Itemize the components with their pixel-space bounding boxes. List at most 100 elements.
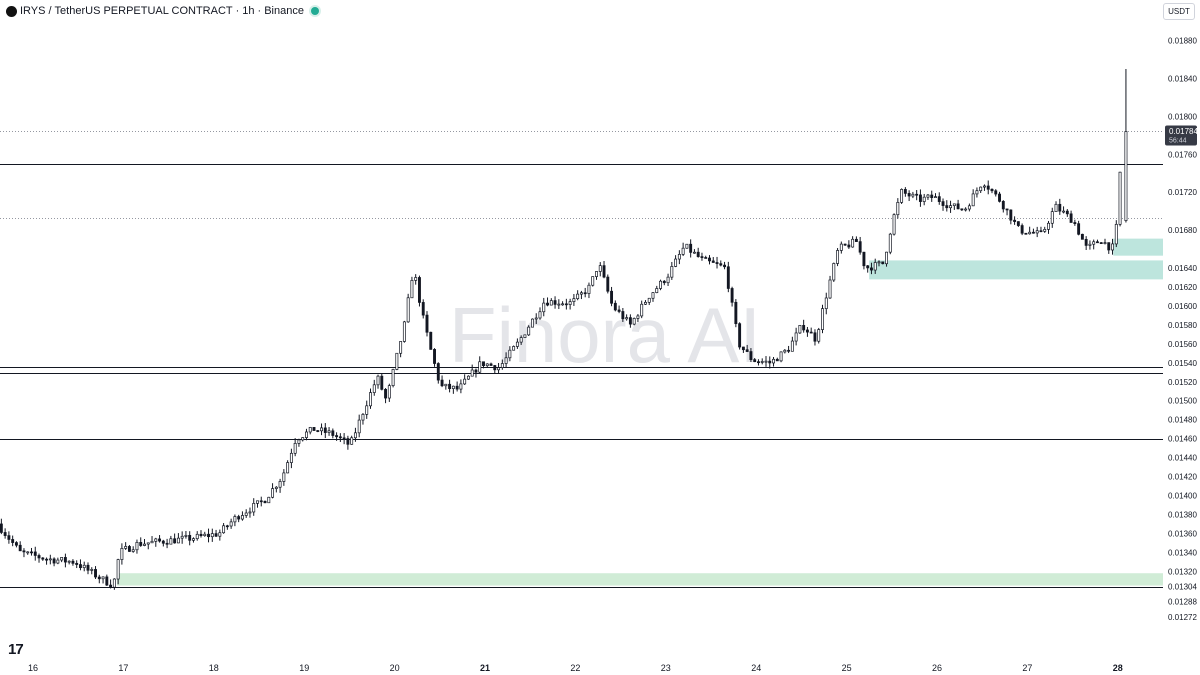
candle-body <box>22 550 26 553</box>
candle-body <box>1020 225 1024 234</box>
candle-body <box>952 203 956 206</box>
candle-body <box>677 254 681 260</box>
candle-body <box>504 357 508 364</box>
candle-body <box>120 548 124 560</box>
candle-body <box>184 534 188 537</box>
candle-body <box>757 361 760 364</box>
candle-body <box>1065 210 1069 215</box>
candle-body <box>474 369 478 373</box>
candle-body <box>361 414 365 421</box>
candle-body <box>94 569 97 578</box>
price-tick-label: 0.01272 <box>1168 613 1197 622</box>
candle-body <box>1069 213 1073 223</box>
candle-body <box>866 265 870 269</box>
candle-body <box>711 260 715 263</box>
candle-body <box>1096 241 1099 244</box>
candle-body <box>229 521 233 527</box>
price-tick-label: 0.01620 <box>1168 283 1197 292</box>
candle-body <box>433 349 436 364</box>
zone-rect <box>117 573 1163 586</box>
candle-body <box>655 288 659 293</box>
candle-body <box>768 360 772 364</box>
candle-body <box>821 308 824 330</box>
price-tick-label: 0.01500 <box>1168 397 1197 406</box>
candle-body <box>316 430 320 432</box>
candle-body <box>787 349 791 352</box>
candle-body <box>617 309 621 312</box>
interval: 1h <box>242 5 255 17</box>
tradingview-logo-icon[interactable]: 17 <box>8 641 24 658</box>
date-tick-label: 27 <box>1022 663 1032 673</box>
candle-body <box>150 540 154 544</box>
candle-body <box>267 496 271 504</box>
candle-body <box>1103 242 1107 244</box>
date-tick-label: 25 <box>842 663 852 673</box>
candle-body <box>610 290 614 304</box>
candle-body <box>809 331 813 334</box>
candle-body <box>26 551 30 554</box>
candle-body <box>628 317 632 325</box>
candle-body <box>764 360 768 363</box>
candle-body <box>983 185 986 188</box>
candle-body <box>659 280 662 289</box>
candle-body <box>323 427 327 433</box>
candle-body <box>165 542 169 545</box>
candle-body <box>1107 242 1111 251</box>
candle-body <box>105 576 109 586</box>
candle-layer <box>0 68 1128 590</box>
candle-body <box>1024 232 1028 235</box>
candle-body <box>681 247 685 255</box>
candle-body <box>824 297 828 309</box>
candle-body <box>689 243 693 253</box>
candle-body <box>964 208 968 211</box>
candle-body <box>956 203 960 210</box>
price-tick-label: 0.01720 <box>1168 188 1197 197</box>
currency-button[interactable]: USDT <box>1163 3 1195 20</box>
price-tick-label: 0.01760 <box>1168 150 1197 159</box>
candle-body <box>135 542 139 551</box>
candle-body <box>37 555 41 559</box>
candle-body <box>719 263 723 266</box>
symbol-header[interactable]: IRYS / TetherUS PERPETUAL CONTRACT · 1h … <box>6 4 319 18</box>
candle-body <box>538 311 542 319</box>
candle-body <box>907 193 911 197</box>
candle-body <box>350 437 354 445</box>
candle-body <box>52 558 56 564</box>
candle-body <box>161 540 165 544</box>
candle-body <box>176 537 180 544</box>
candle-body <box>1016 221 1020 226</box>
candle-body <box>647 297 651 303</box>
candle-body <box>576 293 580 299</box>
candle-body <box>915 193 919 196</box>
date-tick-label: 19 <box>299 663 309 673</box>
candle-body <box>312 427 316 431</box>
coin-icon <box>6 5 17 17</box>
candle-body <box>425 314 429 333</box>
candle-body <box>286 462 290 474</box>
price-tick-label: 0.01380 <box>1168 510 1197 519</box>
candle-body <box>466 375 470 380</box>
candle-body <box>1035 230 1039 234</box>
candle-body <box>497 367 501 371</box>
candle-body <box>546 302 549 306</box>
candle-body <box>568 301 572 305</box>
candle-body <box>274 486 278 489</box>
candle-body <box>802 325 806 331</box>
candle-body <box>903 189 907 194</box>
candle-body <box>90 569 94 571</box>
time-axis[interactable]: 16 17 18 19 20 21 22 23 24 25 26 27 28 <box>28 663 1123 673</box>
candle-body <box>293 443 297 454</box>
candle-body <box>305 431 308 438</box>
candle-body <box>365 405 369 415</box>
candle-body <box>139 542 143 546</box>
candle-body <box>71 560 75 564</box>
price-tick-label: 0.01640 <box>1168 264 1197 273</box>
candle-body <box>327 430 331 433</box>
candle-body <box>606 276 610 292</box>
candle-body <box>519 337 523 343</box>
candle-body <box>421 302 425 316</box>
candle-body <box>911 193 915 197</box>
price-axis[interactable]: 0.01880 0.01840 0.01800 0.01760 0.01720 0.016… <box>1168 37 1197 622</box>
candle-body <box>222 525 226 534</box>
